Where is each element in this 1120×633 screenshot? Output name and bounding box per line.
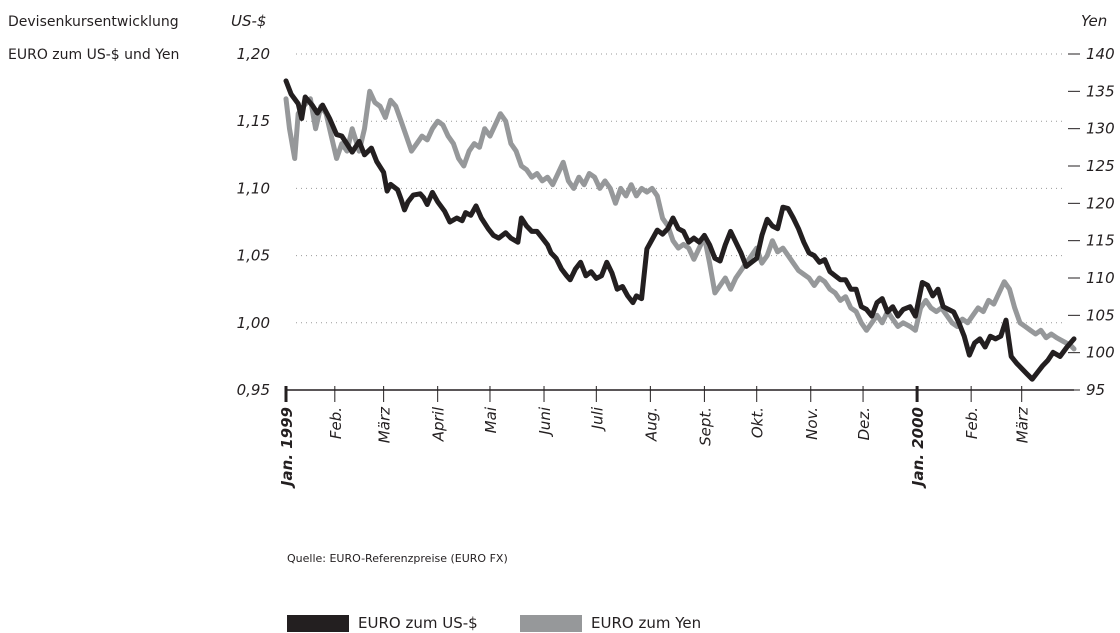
- x-tick-label: Aug.: [642, 407, 660, 442]
- x-tick-label: Nov.: [803, 407, 821, 440]
- legend-swatch-usd: [287, 614, 349, 632]
- x-tick-label: Mai: [482, 406, 500, 433]
- y-right-tick-label: 110: [1086, 269, 1115, 287]
- legend-item-usd: EURO zum US-$: [287, 613, 478, 633]
- y-right-tick-label: 95: [1086, 381, 1105, 399]
- y-left-tick-label: 1,00: [237, 314, 270, 332]
- left-axis-unit: US-$: [231, 12, 267, 30]
- y-right-tick-label: 105: [1086, 306, 1115, 324]
- x-tick-label: Jan. 2000: [909, 407, 927, 489]
- y-right-tick-label: 130: [1086, 120, 1115, 138]
- y-right-tick-label: 125: [1086, 157, 1115, 175]
- line-chart: 1,20 1,15 1,10 1,05 1,00 0,95 140 135 130 125 120 1…: [237, 45, 1115, 489]
- y-right-tick-label: 100: [1086, 344, 1115, 362]
- right-axis-unit: Yen: [1081, 12, 1108, 30]
- y-left-tick-label: 1,20: [237, 45, 270, 63]
- x-tick-label: März: [376, 406, 394, 443]
- series-line-yen: [283, 88, 1077, 352]
- x-tick-label: März: [1014, 406, 1032, 443]
- y-right-tick-label: 140: [1086, 45, 1115, 63]
- y-right-tick-label: 115: [1086, 232, 1115, 250]
- y-right-tick-label: 120: [1086, 194, 1115, 212]
- x-tick-label: Juli: [588, 406, 606, 432]
- chart-subtitle: EURO zum US-$ und Yen: [8, 47, 180, 63]
- y-left-tick-label: 1,15: [237, 112, 270, 130]
- x-tick-label: Feb.: [327, 407, 345, 439]
- source-note: Quelle: EURO-Referenzpreise (EURO FX): [287, 552, 508, 565]
- x-tick-label: Jan. 1999: [278, 407, 296, 489]
- legend-item-yen: EURO zum Yen: [520, 613, 701, 633]
- x-tick-label: Okt.: [749, 407, 767, 438]
- series-line-usd: [283, 78, 1077, 382]
- x-tick-label: Juni: [536, 406, 554, 437]
- chart-title: Devisenkursentwicklung: [8, 14, 179, 30]
- legend-swatch-yen: [520, 614, 582, 632]
- legend-label-usd: EURO zum US-$: [358, 614, 478, 632]
- legend-label-yen: EURO zum Yen: [591, 614, 702, 632]
- x-tick-label: Dez.: [855, 407, 873, 440]
- y-left-tick-label: 0,95: [237, 381, 270, 399]
- x-tick-label: April: [430, 406, 448, 442]
- y-left-tick-label: 1,05: [237, 247, 270, 265]
- y-left-tick-label: 1,10: [237, 179, 270, 197]
- x-tick-label: Feb.: [963, 407, 981, 439]
- y-right-tick-label: 135: [1086, 82, 1115, 100]
- x-tick-label: Sept.: [696, 407, 714, 446]
